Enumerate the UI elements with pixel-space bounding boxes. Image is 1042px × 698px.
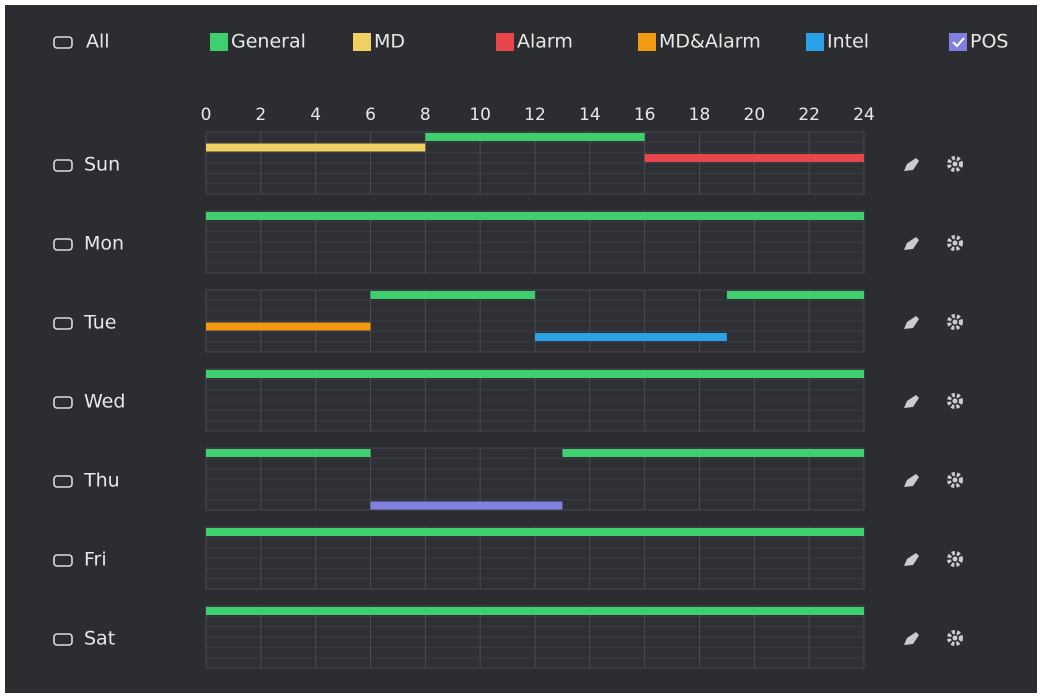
period-bar[interactable] xyxy=(425,133,645,141)
gear-hub xyxy=(952,240,958,246)
gear xyxy=(947,235,963,251)
legend-label[interactable]: POS xyxy=(970,31,1008,53)
period-bar[interactable] xyxy=(206,449,371,457)
hour-label: 0 xyxy=(201,105,212,125)
settings-icon[interactable] xyxy=(947,393,963,409)
legend-swatch[interactable] xyxy=(210,33,228,51)
day-label[interactable]: Sun xyxy=(84,154,120,176)
settings-icon[interactable] xyxy=(947,472,963,488)
legend-label[interactable]: MD xyxy=(374,31,405,53)
hour-label: 10 xyxy=(469,105,491,125)
checkbox[interactable] xyxy=(53,475,73,488)
hour-label: 18 xyxy=(689,105,711,125)
period-bar[interactable] xyxy=(370,501,563,510)
checkbox[interactable] xyxy=(53,238,73,251)
checkbox[interactable] xyxy=(53,554,73,567)
gear xyxy=(947,551,963,567)
gear-hub xyxy=(952,635,958,641)
legend-swatch[interactable] xyxy=(949,33,967,51)
legend-swatch[interactable] xyxy=(496,33,514,51)
gear-hub xyxy=(952,161,958,167)
hour-label: 2 xyxy=(255,105,266,125)
period-bar[interactable] xyxy=(535,333,727,341)
hour-label: 12 xyxy=(524,105,546,125)
period-bar[interactable] xyxy=(206,322,371,331)
settings-icon[interactable] xyxy=(947,156,963,172)
period-bar[interactable] xyxy=(726,291,864,299)
period-bar[interactable] xyxy=(644,154,864,162)
day-label[interactable]: Mon xyxy=(84,233,124,255)
checkbox[interactable] xyxy=(53,317,73,330)
legend-label[interactable]: Alarm xyxy=(517,31,573,53)
period-bar[interactable] xyxy=(206,143,426,152)
legend-label[interactable]: MD&Alarm xyxy=(659,31,761,53)
period-bar[interactable] xyxy=(206,607,864,615)
settings-icon[interactable] xyxy=(947,551,963,567)
period-bar[interactable] xyxy=(370,291,536,299)
day-label[interactable]: Sat xyxy=(84,628,115,650)
legend-swatch[interactable] xyxy=(638,33,656,51)
edit-icon[interactable] xyxy=(904,158,919,171)
gear xyxy=(947,156,963,172)
edit-icon[interactable] xyxy=(904,632,919,645)
gear xyxy=(947,393,963,409)
checkbox[interactable] xyxy=(53,396,73,409)
gear-hub xyxy=(952,477,958,483)
legend-label[interactable]: Intel xyxy=(827,31,869,53)
check-mark xyxy=(952,37,965,48)
checkbox[interactable] xyxy=(53,36,73,49)
edit-icon[interactable] xyxy=(904,553,919,566)
hour-label: 6 xyxy=(365,105,376,125)
edit-icon[interactable] xyxy=(904,237,919,250)
period-bar[interactable] xyxy=(206,528,864,536)
hour-label: 16 xyxy=(634,105,656,125)
legend-swatch[interactable] xyxy=(353,33,371,51)
period-bar[interactable] xyxy=(206,370,864,378)
checkbox[interactable] xyxy=(53,633,73,646)
hour-label: 4 xyxy=(310,105,321,125)
hour-label: 14 xyxy=(579,105,601,125)
hour-label: 8 xyxy=(420,105,431,125)
period-bar[interactable] xyxy=(206,212,864,220)
day-label[interactable]: Thu xyxy=(83,470,120,492)
day-label[interactable]: Wed xyxy=(84,391,125,413)
settings-icon[interactable] xyxy=(947,314,963,330)
legend-label[interactable]: General xyxy=(231,31,306,53)
settings-icon[interactable] xyxy=(947,630,963,646)
gear-hub xyxy=(952,556,958,562)
gear xyxy=(947,630,963,646)
gear xyxy=(947,472,963,488)
period-bar[interactable] xyxy=(562,449,864,457)
gear-hub xyxy=(952,398,958,404)
gear-hub xyxy=(952,319,958,325)
legend-swatch[interactable] xyxy=(806,33,824,51)
edit-icon[interactable] xyxy=(904,316,919,329)
hour-label: 20 xyxy=(744,105,766,125)
hour-label: 24 xyxy=(853,105,875,125)
settings-icon[interactable] xyxy=(947,235,963,251)
day-label[interactable]: Tue xyxy=(83,312,116,334)
hour-label: 22 xyxy=(798,105,820,125)
edit-icon[interactable] xyxy=(904,474,919,487)
all-label[interactable]: All xyxy=(86,31,110,53)
day-label[interactable]: Fri xyxy=(84,549,107,571)
checkbox[interactable] xyxy=(53,159,73,172)
gear xyxy=(947,314,963,330)
edit-icon[interactable] xyxy=(904,395,919,408)
